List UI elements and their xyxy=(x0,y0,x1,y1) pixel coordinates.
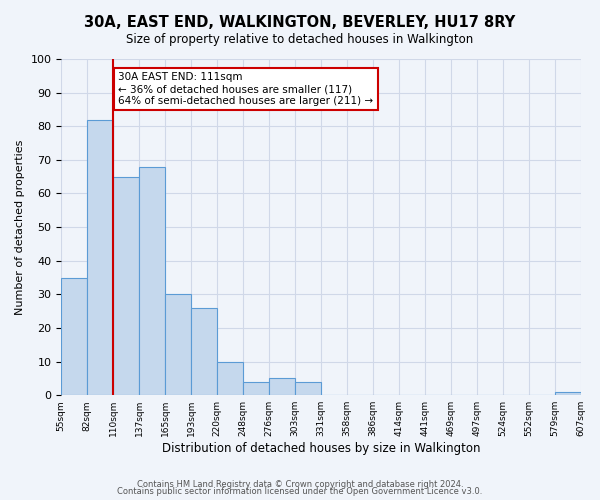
Bar xyxy=(139,166,165,395)
X-axis label: Distribution of detached houses by size in Walkington: Distribution of detached houses by size … xyxy=(161,442,480,455)
Y-axis label: Number of detached properties: Number of detached properties xyxy=(15,140,25,315)
Bar xyxy=(269,378,295,395)
Bar xyxy=(243,382,269,395)
Text: Contains HM Land Registry data © Crown copyright and database right 2024.: Contains HM Land Registry data © Crown c… xyxy=(137,480,463,489)
Bar xyxy=(165,294,191,395)
Bar xyxy=(295,382,321,395)
Text: 30A, EAST END, WALKINGTON, BEVERLEY, HU17 8RY: 30A, EAST END, WALKINGTON, BEVERLEY, HU1… xyxy=(85,15,515,30)
Bar xyxy=(113,176,139,395)
Text: 30A EAST END: 111sqm
← 36% of detached houses are smaller (117)
64% of semi-deta: 30A EAST END: 111sqm ← 36% of detached h… xyxy=(118,72,374,106)
Bar xyxy=(554,392,581,395)
Bar xyxy=(87,120,113,395)
Text: Contains public sector information licensed under the Open Government Licence v3: Contains public sector information licen… xyxy=(118,487,482,496)
Bar xyxy=(191,308,217,395)
Bar xyxy=(61,278,87,395)
Bar xyxy=(217,362,243,395)
Text: Size of property relative to detached houses in Walkington: Size of property relative to detached ho… xyxy=(127,32,473,46)
